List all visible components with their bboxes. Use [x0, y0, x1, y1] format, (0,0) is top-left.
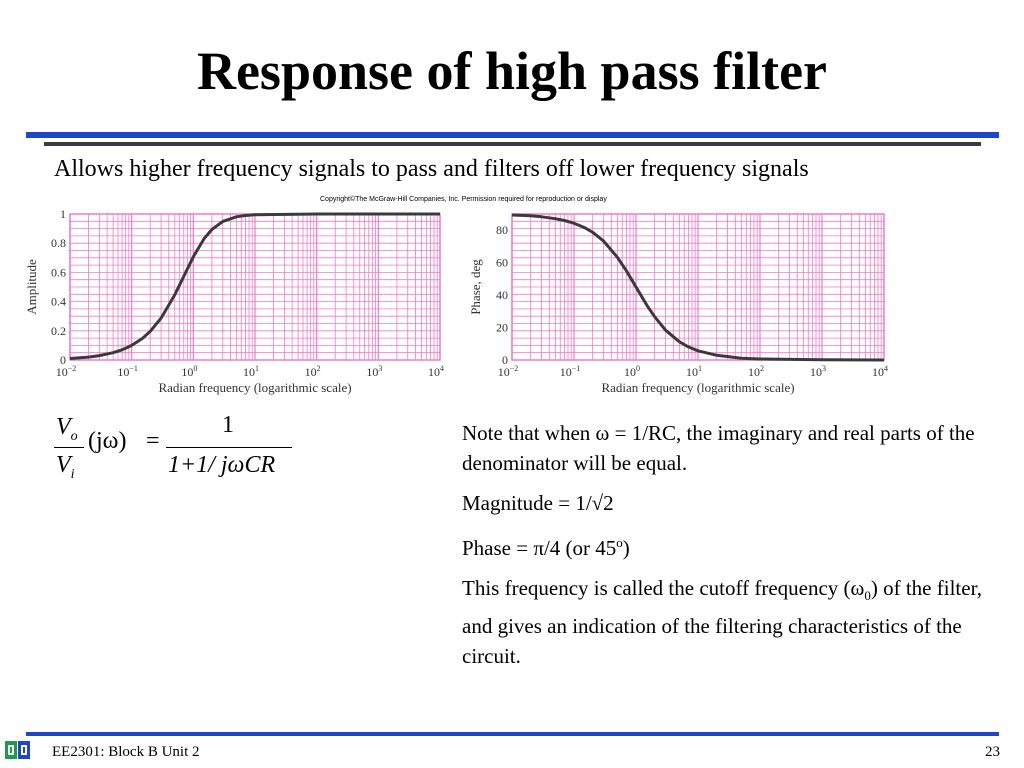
- phase-curve: [511, 213, 885, 362]
- phase-chart: 0 20 40 60 80 10−2 10−1 100 101 102 103 104 Radian f…: [468, 213, 888, 395]
- amplitude-ytick-label: 0.6: [51, 265, 66, 279]
- phase-ytick-label: 60: [496, 256, 508, 270]
- title-divider-grey: [44, 142, 981, 146]
- phase-xtick-label: 102: [748, 364, 764, 379]
- note-cutoff-condition: Note that when ω = 1/RC, the imaginary a…: [462, 421, 975, 475]
- university-logo-icon: [5, 741, 30, 759]
- slide-title: Response of high pass filter: [196, 41, 828, 101]
- phase-ytick-label: 20: [496, 321, 508, 335]
- amplitude-xtick-label: 100: [181, 364, 197, 379]
- notes-block: Note that when ω = 1/RC, the imaginary a…: [462, 418, 1002, 681]
- note-cutoff-frequency: This frequency is called the cutoff freq…: [462, 576, 982, 669]
- page-number: 23: [985, 744, 1000, 760]
- formula-right-fraction-bar: [166, 447, 292, 448]
- formula-equals: =: [146, 428, 160, 454]
- amplitude-ytick-label: 0.8: [51, 236, 66, 250]
- amplitude-ytick-label: 0.2: [51, 324, 66, 338]
- phase-xlabel: Radian frequency (logarithmic scale): [601, 380, 794, 395]
- phase-xtick-label: 104: [872, 364, 888, 379]
- note-magnitude: Magnitude = 1/√2: [462, 491, 614, 515]
- phase-ytick-label: 0: [502, 353, 508, 367]
- phase-xtick-label: 10−2: [498, 364, 519, 379]
- title-divider-blue: [26, 132, 999, 138]
- formula-vi: Vi: [56, 452, 75, 482]
- footer-divider: [26, 732, 999, 736]
- amplitude-ylabel: Amplitude: [24, 259, 39, 315]
- amplitude-ytick-label: 0.4: [51, 295, 66, 309]
- amplitude-chart: 0 0.2 0.4 0.6 0.8 1 10−2 10−1 100 101 102 103 104 Rad…: [24, 207, 444, 395]
- formula-denominator: 1+1/ jωCR: [168, 452, 276, 478]
- phase-xtick-label: 101: [686, 364, 702, 379]
- footer-course: EE2301: Block B Unit 2: [52, 744, 200, 760]
- phase-xtick-label: 103: [810, 364, 826, 379]
- formula-left-fraction-bar: [54, 447, 84, 448]
- phase-ylabel: Phase, deg: [468, 259, 483, 315]
- amplitude-curve: [69, 212, 440, 360]
- amplitude-xlabel: Radian frequency (logarithmic scale): [158, 380, 351, 395]
- phase-frame: [511, 213, 885, 361]
- formula-argument: (jω): [88, 428, 127, 454]
- transfer-function-formula: Vo Vi (jω) = 1 1+1/ jωCR: [50, 410, 310, 490]
- amplitude-xtick-label: 103: [366, 364, 382, 379]
- phase-ytick-label: 80: [496, 223, 508, 237]
- phase-xtick-label: 100: [624, 364, 640, 379]
- amplitude-xtick-label: 104: [428, 364, 444, 379]
- copyright-notice: Copyright©The McGraw-Hill Companies, Inc…: [320, 196, 607, 203]
- note-phase: Phase = π/4 (or 45o): [462, 535, 630, 560]
- amplitude-xtick-label: 10−2: [56, 364, 77, 379]
- amplitude-ytick-label: 0: [60, 353, 66, 367]
- formula-vo: Vo: [56, 414, 78, 444]
- amplitude-xtick-label: 10−1: [117, 364, 138, 379]
- formula-numerator: 1: [222, 412, 234, 438]
- amplitude-xtick-label: 101: [243, 364, 259, 379]
- amplitude-xtick-label: 102: [305, 364, 321, 379]
- amplitude-ytick-label: 1: [60, 207, 66, 221]
- slide-subtitle: Allows higher frequency signals to pass …: [54, 156, 809, 182]
- phase-ytick-label: 40: [496, 288, 508, 302]
- phase-xtick-label: 10−1: [560, 364, 581, 379]
